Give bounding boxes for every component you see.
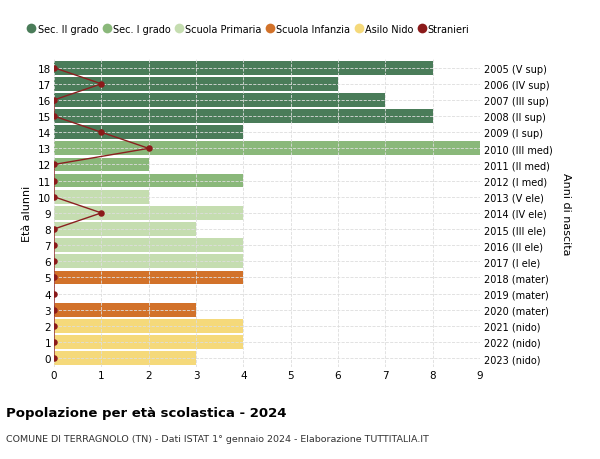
Bar (54, 142, 480, 156)
Point (49, 274, 59, 281)
Text: COMUNE DI TERRAGNOLO (TN) - Dati ISTAT 1° gennaio 2024 - Elaborazione TUTTITALIA: COMUNE DI TERRAGNOLO (TN) - Dati ISTAT 1… (6, 434, 429, 443)
Point (49, 323, 59, 330)
Point (49, 162, 59, 169)
Bar (54, 62, 433, 75)
Bar (54, 352, 196, 365)
Bar (54, 223, 196, 236)
Bar (54, 126, 244, 140)
Bar (54, 303, 196, 317)
Point (97, 210, 106, 217)
Point (49, 65, 59, 72)
Bar (54, 255, 244, 269)
Point (49, 258, 59, 265)
Y-axis label: Anni di nascita: Anni di nascita (561, 172, 571, 255)
Text: Popolazione per età scolastica - 2024: Popolazione per età scolastica - 2024 (6, 406, 287, 419)
Bar (54, 94, 385, 107)
Point (144, 146, 154, 153)
Bar (54, 110, 433, 123)
Y-axis label: Età alunni: Età alunni (22, 185, 32, 241)
Point (97, 81, 106, 88)
Bar (54, 336, 244, 349)
Point (97, 129, 106, 137)
Bar (54, 319, 244, 333)
Legend: Sec. II grado, Sec. I grado, Scuola Primaria, Scuola Infanzia, Asilo Nido, Stran: Sec. II grado, Sec. I grado, Scuola Prim… (29, 24, 470, 34)
Point (49, 178, 59, 185)
Point (49, 355, 59, 362)
Point (49, 97, 59, 104)
Point (49, 306, 59, 313)
Point (49, 339, 59, 346)
Point (49, 290, 59, 297)
Point (49, 226, 59, 233)
Bar (54, 174, 244, 188)
Bar (54, 239, 244, 252)
Point (49, 194, 59, 201)
Point (49, 242, 59, 249)
Point (49, 113, 59, 121)
Bar (54, 158, 149, 172)
Bar (54, 271, 244, 285)
Bar (54, 78, 338, 91)
Bar (54, 190, 149, 204)
Bar (54, 207, 244, 220)
